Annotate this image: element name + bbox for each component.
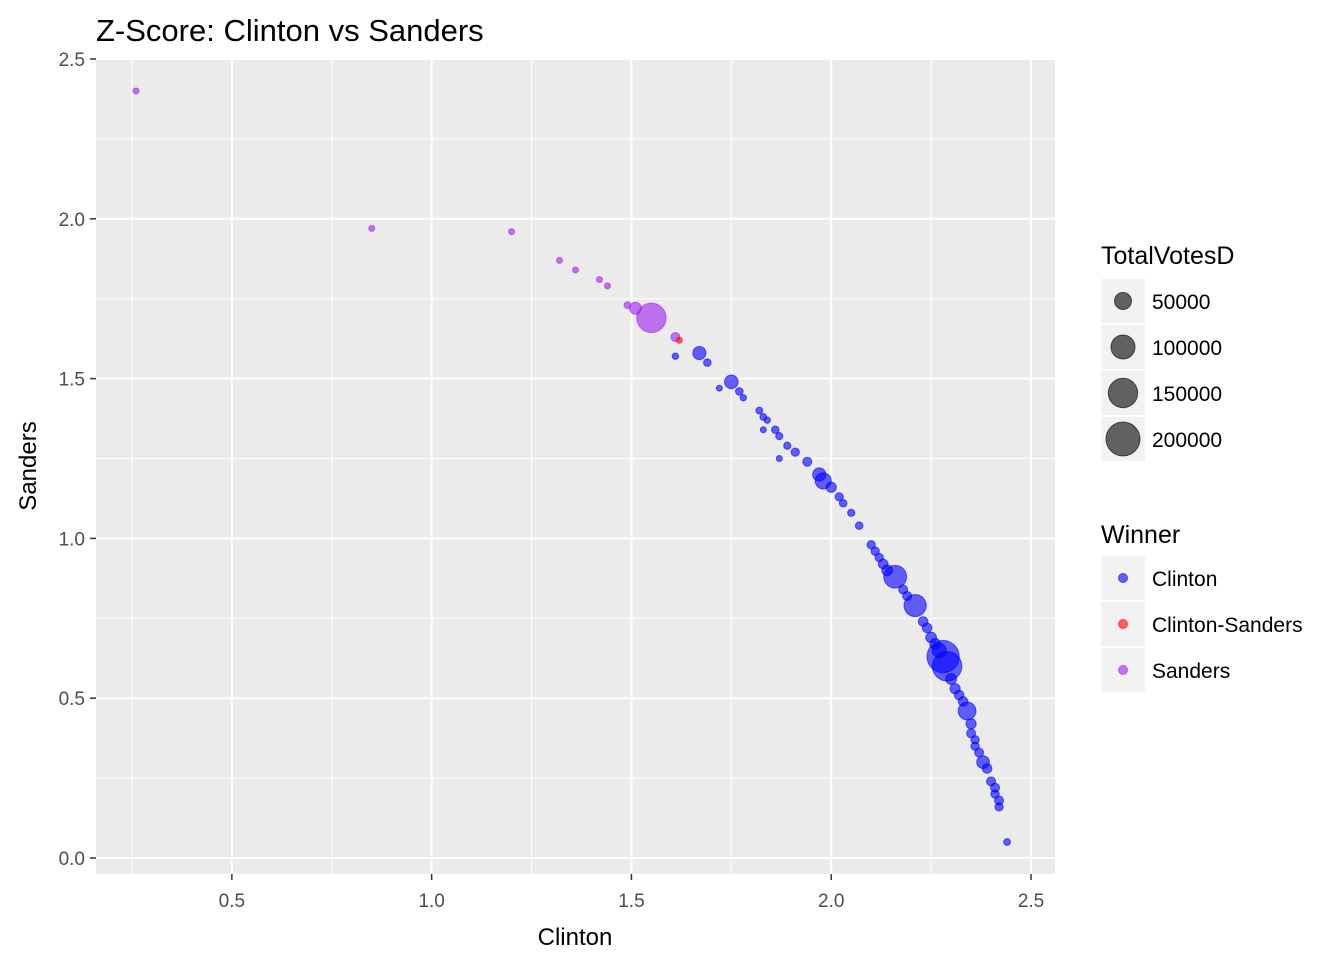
color-legend-key	[1118, 573, 1128, 583]
data-point	[556, 256, 564, 264]
x-tick-label: 1.5	[618, 891, 644, 912]
y-axis-title: Sanders	[15, 421, 42, 510]
data-point	[368, 224, 376, 232]
y-tick-label: 1.5	[59, 370, 85, 391]
data-point	[759, 426, 767, 434]
data-point	[775, 432, 784, 441]
size-legend-label: 100000	[1152, 337, 1222, 360]
data-point	[715, 384, 723, 392]
data-point	[735, 387, 744, 396]
data-point	[755, 406, 764, 415]
data-point	[812, 467, 827, 482]
data-point	[703, 358, 712, 367]
data-point	[692, 345, 707, 361]
major-gridlines	[96, 58, 1055, 874]
size-legend-label: 200000	[1152, 429, 1222, 452]
data-point	[825, 481, 837, 493]
data-point	[981, 763, 993, 774]
minor-gridlines	[96, 59, 1055, 874]
data-point	[802, 456, 813, 467]
data-point	[775, 455, 783, 463]
data-point	[739, 394, 748, 402]
data-point	[783, 441, 792, 450]
color-legend-key	[1118, 665, 1128, 675]
y-tick-label: 0.0	[59, 849, 85, 870]
data-point	[770, 425, 780, 435]
data-point	[834, 492, 844, 502]
data-point	[990, 789, 1000, 799]
x-axis-title: Clinton	[538, 924, 613, 951]
size-legend-label: 150000	[1152, 383, 1222, 406]
data-point	[847, 508, 856, 517]
data-point	[838, 498, 848, 508]
x-axis-ticks: 0.5 1.0 1.5 2.0 2.5	[219, 874, 1044, 912]
data-point	[929, 638, 942, 650]
x-tick-label: 1.0	[418, 891, 444, 912]
data-point	[1003, 838, 1011, 846]
data-point	[965, 718, 977, 730]
size-legend-title: TotalVotesD	[1101, 242, 1234, 270]
data-point	[854, 521, 864, 530]
data-point	[921, 622, 933, 634]
data-point	[724, 374, 739, 390]
x-tick-label: 2.5	[1018, 891, 1044, 912]
color-legend-label: Sanders	[1152, 660, 1230, 683]
data-point	[623, 301, 632, 309]
size-legend: TotalVotesD 50000 100000 150000 200000	[1101, 242, 1234, 461]
data-point	[945, 673, 957, 685]
data-point	[874, 552, 884, 563]
x-tick-label: 2.0	[818, 891, 844, 912]
size-legend-key	[1107, 377, 1139, 409]
y-tick-label: 2.5	[59, 50, 85, 71]
plot-panel	[96, 59, 1055, 874]
y-tick-label: 1.0	[59, 529, 85, 550]
y-tick-label: 0.5	[59, 689, 85, 710]
data-point	[671, 352, 680, 360]
color-legend-title: Winner	[1101, 521, 1180, 549]
size-legend-key	[1114, 292, 1132, 310]
color-legend-label: Clinton	[1152, 568, 1217, 591]
x-tick-label: 0.5	[219, 891, 245, 912]
data-point	[132, 87, 140, 95]
size-legend-key	[1110, 334, 1136, 360]
data-point	[763, 416, 771, 424]
data-point	[628, 301, 642, 315]
data-point	[508, 228, 516, 236]
color-legend-key	[1118, 619, 1128, 629]
data-points	[132, 87, 1011, 846]
data-point	[970, 741, 980, 751]
data-point	[957, 696, 969, 707]
y-axis-ticks: 0.0 0.5 1.0 1.5 2.0 2.5	[59, 50, 96, 870]
data-point	[994, 802, 1004, 812]
color-legend-label: Clinton-Sanders	[1152, 614, 1303, 637]
data-point	[790, 447, 800, 457]
data-point	[603, 282, 611, 290]
data-point	[675, 336, 683, 344]
data-point	[572, 266, 579, 274]
color-legend: Winner Clinton Clinton-Sanders Sanders	[1101, 521, 1303, 692]
y-tick-label: 2.0	[59, 210, 85, 231]
chart-title: Z-Score: Clinton vs Sanders	[96, 13, 484, 48]
size-legend-label: 50000	[1152, 291, 1210, 314]
data-point	[902, 590, 913, 601]
size-legend-key	[1105, 421, 1141, 457]
data-point	[636, 302, 667, 334]
data-point	[595, 276, 603, 284]
